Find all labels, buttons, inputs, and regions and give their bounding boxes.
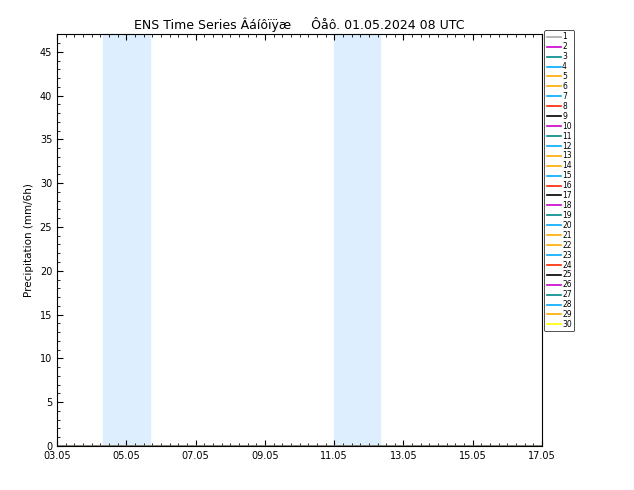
Bar [126,34,150,446]
Bar [358,34,380,446]
Bar [334,34,358,446]
Legend: 1, 2, 3, 4, 5, 6, 7, 8, 9, 10, 11, 12, 13, 14, 15, 16, 17, 18, 19, 20, 21, 22, 2: 1, 2, 3, 4, 5, 6, 7, 8, 9, 10, 11, 12, 1… [545,30,574,331]
Y-axis label: Precipitation (mm/6h): Precipitation (mm/6h) [24,183,34,297]
Title: ENS Time Series Âáíôïÿæ     Ôåô. 01.05.2024 08 UTC: ENS Time Series Âáíôïÿæ Ôåô. 01.05.2024 … [134,17,465,32]
Bar [103,34,126,446]
